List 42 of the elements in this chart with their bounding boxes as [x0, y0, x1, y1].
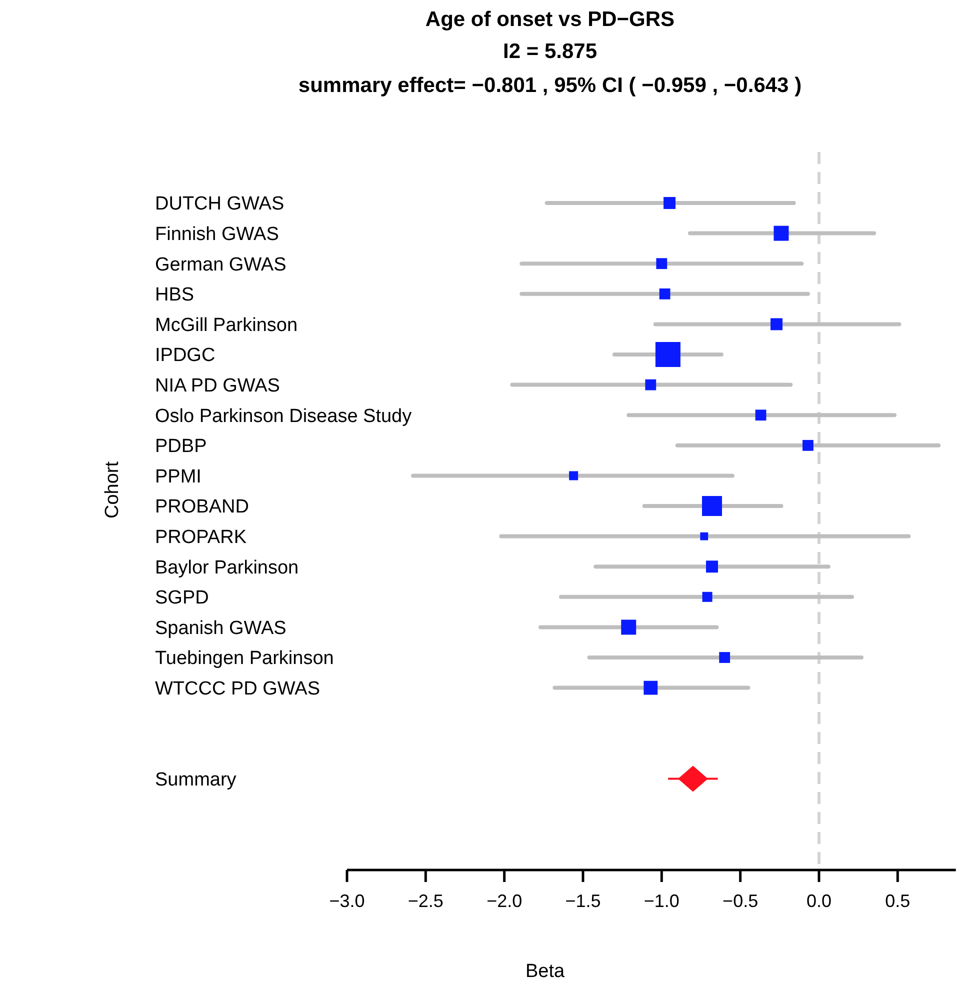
y-tick-label: German GWAS [155, 254, 286, 276]
y-tick-label: DUTCH GWAS [155, 194, 284, 215]
y-tick-label: Finnish GWAS [155, 224, 279, 245]
y-tick-label: PPMI [155, 466, 202, 488]
y-tick-label: NIA PD GWAS [155, 375, 280, 396]
y-tick-label: PDBP [155, 436, 207, 458]
point [678, 766, 708, 792]
y-tick-label: SGPD [155, 588, 209, 609]
point [802, 440, 814, 451]
y-tick-label: HBS [155, 284, 194, 306]
x-tick-label: −1.0 [644, 890, 680, 911]
x-axis-title: Beta [525, 961, 565, 982]
y-tick-label: Oslo Parkinson Disease Study [155, 406, 412, 427]
point [656, 258, 668, 270]
x-tick-label: −1.5 [565, 890, 601, 911]
y-tick-label: Tuebingen Parkinson [155, 648, 334, 670]
x-tick-label: 0.5 [885, 890, 910, 911]
point [702, 592, 712, 602]
point [706, 560, 718, 573]
y-tick-label: Baylor Parkinson [155, 557, 299, 578]
x-tick-label: 0.0 [806, 890, 832, 911]
y-axis-title: Cohort [102, 460, 123, 519]
point [645, 379, 656, 390]
y-tick-label: Spanish GWAS [155, 618, 286, 639]
x-tick-label: −2.0 [486, 890, 522, 911]
y-tick-label: PROBAND [155, 496, 249, 518]
y-tick-label: WTCCC PD GWAS [155, 678, 320, 700]
x-tick-label: −3.0 [329, 890, 365, 911]
point [770, 318, 783, 330]
y-tick-label: IPDGC [155, 345, 216, 366]
chart-title: Age of onset vs PD−GRS [425, 8, 675, 31]
point [755, 410, 766, 421]
y-tick-label: PROPARK [155, 526, 247, 548]
point [664, 197, 676, 209]
y-tick-label: McGill Parkinson [155, 314, 298, 336]
y-tick-label: Summary [155, 769, 237, 790]
chart-subtitle: I2 = 5.875 [503, 40, 598, 63]
x-tick-label: −0.5 [722, 890, 758, 911]
x-tick-label: −2.5 [408, 890, 444, 911]
point [659, 288, 670, 300]
text: summary effect= −0.801 , 95% CI ( −0.959 , −0.643 ) [298, 74, 802, 97]
point [719, 652, 730, 663]
